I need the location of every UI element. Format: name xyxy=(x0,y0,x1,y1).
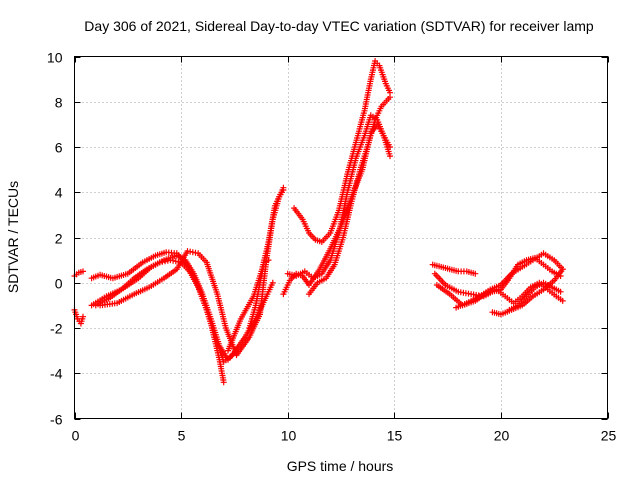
y-tick-label: -2 xyxy=(50,321,63,337)
axis-ticks: 0 5 10 15 20 25 -6 -4 -2 0 2 4 6 8 10 xyxy=(47,50,617,444)
y-tick-label: 8 xyxy=(55,95,63,111)
series-track-7 xyxy=(225,187,287,354)
y-tick-label: 10 xyxy=(47,50,63,66)
y-axis-label: SDTVAR / TECUs xyxy=(5,181,21,293)
series-track-10 xyxy=(284,112,393,282)
series-track-11 xyxy=(291,58,393,245)
y-tick-label: -4 xyxy=(50,366,63,382)
chart-title: Day 306 of 2021, Sidereal Day-to-day VTE… xyxy=(84,18,594,34)
series-track-18 xyxy=(506,279,564,313)
x-tick-label: 10 xyxy=(281,428,297,444)
x-axis-label: GPS time / hours xyxy=(287,458,394,474)
grid xyxy=(74,56,608,419)
data-point xyxy=(387,144,393,150)
x-tick-label: 15 xyxy=(387,428,403,444)
data-point xyxy=(557,288,564,295)
data-point xyxy=(387,153,393,160)
series-track-14 xyxy=(431,254,564,300)
y-tick-label: 4 xyxy=(55,185,63,201)
plot-frame xyxy=(74,56,608,419)
y-tick-label: 6 xyxy=(55,140,63,156)
data-point xyxy=(80,313,86,320)
x-tick-label: 5 xyxy=(178,428,186,444)
series-track-8 xyxy=(246,257,272,331)
data-points xyxy=(71,58,566,386)
data-point xyxy=(220,379,227,386)
data-point xyxy=(559,266,566,273)
series-track-2 xyxy=(71,306,86,327)
y-tick-label: 2 xyxy=(55,231,63,247)
data-point xyxy=(559,297,566,304)
series-track-1 xyxy=(71,268,86,279)
data-point xyxy=(472,270,479,277)
x-tick-label: 20 xyxy=(494,428,510,444)
series-track-6 xyxy=(97,184,287,359)
data-point xyxy=(387,94,393,101)
data-point xyxy=(280,187,287,193)
series-track-12 xyxy=(306,94,393,298)
x-tick-label: 0 xyxy=(72,428,80,444)
series-track-13 xyxy=(429,261,479,277)
x-tick-label: 25 xyxy=(601,428,617,444)
data-point xyxy=(265,257,272,264)
y-tick-label: 0 xyxy=(55,276,63,292)
data-point xyxy=(269,279,276,286)
y-tick-label: -6 xyxy=(50,412,63,428)
data-point xyxy=(80,268,86,275)
